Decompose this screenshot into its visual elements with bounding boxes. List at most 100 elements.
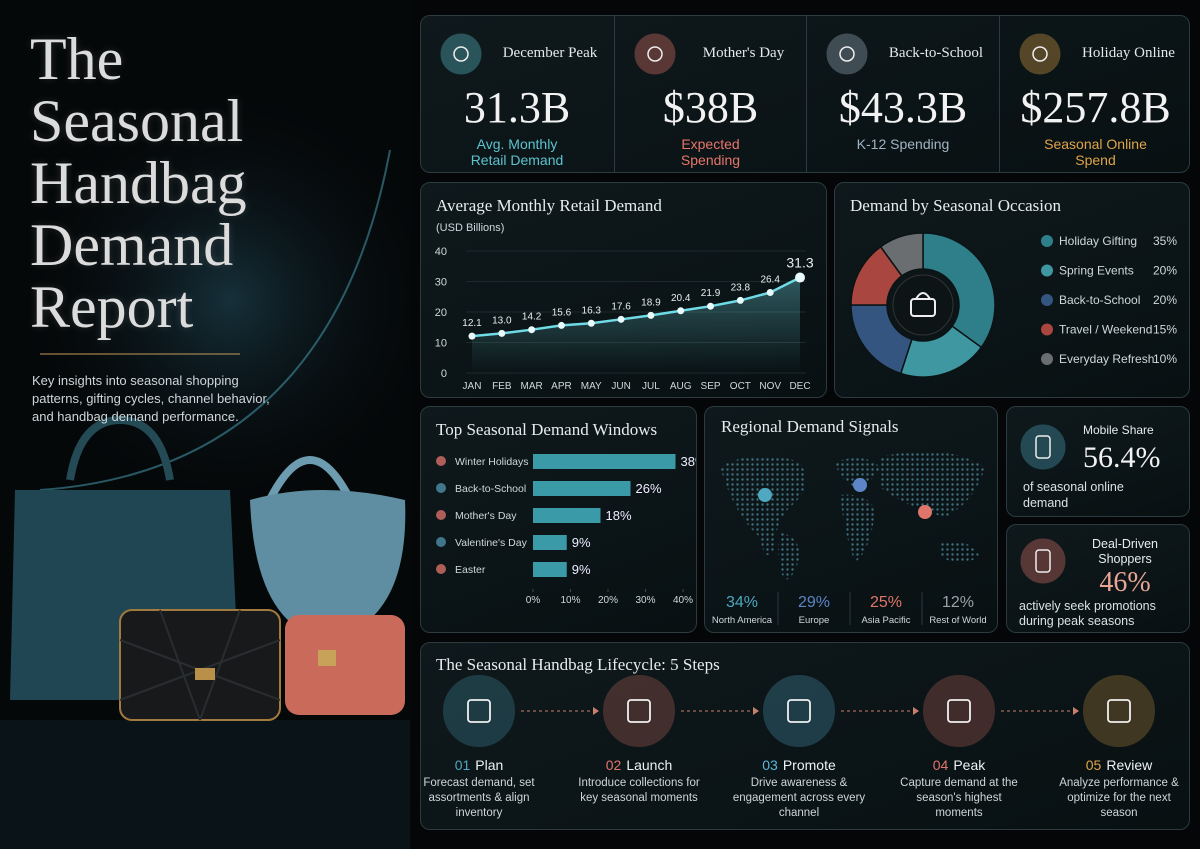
step-heading: 02 Launch <box>564 757 714 773</box>
lifecycle-panel: The Seasonal Handbag Lifecycle: 5 Steps … <box>420 642 1190 830</box>
continent <box>835 458 880 487</box>
point <box>766 288 774 296</box>
kpi-icon <box>826 33 868 75</box>
value-label: 38% <box>681 454 697 469</box>
step-name: Peak <box>953 757 986 773</box>
bag-hobo <box>250 490 406 640</box>
region-share: 34% <box>726 594 758 611</box>
continent <box>940 541 980 562</box>
x-tick-label: NOV <box>759 381 781 392</box>
point <box>736 296 744 304</box>
icon-circle <box>1019 33 1060 75</box>
bar <box>533 508 601 523</box>
bag-handle <box>66 415 174 481</box>
bar-panel: Top Seasonal Demand Windows 0% 10% 20% 30% 40… <box>420 406 707 633</box>
value-label: 18.9 <box>641 297 661 308</box>
step: 04 Peak Capture demand at the season's hig… <box>884 757 1034 821</box>
legend-label: Holiday Gifting <box>1059 234 1137 248</box>
category-label: Winter Holidays <box>455 456 529 468</box>
panel-title: The Seasonal Handbag Lifecycle: 5 Steps <box>436 655 720 674</box>
kpi-panel: December Peak 31.3B Avg. Monthly Retail De… <box>420 15 1190 173</box>
bar <box>533 481 631 496</box>
category-icon <box>436 537 446 547</box>
map: Regional Demand Signals 34% North America… <box>712 417 987 626</box>
x-tick-label: DEC <box>789 381 810 392</box>
region-name: Asia Pacific <box>861 615 910 626</box>
legend-value: 10% <box>1153 352 1177 366</box>
pin <box>918 505 932 519</box>
step-icon <box>1107 699 1131 723</box>
x-tick-label: APR <box>551 381 572 392</box>
step-name: Launch <box>626 757 673 773</box>
line-chart: Average Monthly Retail Demand (USD Billio… <box>435 196 814 392</box>
title: The Seasonal Handbag Demand Report <box>30 26 247 340</box>
step-name: Promote <box>782 757 836 773</box>
stat-panel: Deal-Driven Shoppers 46% actively seek pro… <box>1006 524 1190 633</box>
continent <box>778 532 800 580</box>
x-tick-label: MAY <box>581 381 602 392</box>
donut-slice <box>922 232 996 349</box>
continent <box>880 451 985 517</box>
region-share: 25% <box>870 594 902 611</box>
kpi: Holiday Online $257.8B Seasonal Online Spe… <box>998 16 1192 172</box>
stat-label: Mobile Share <box>1083 423 1154 437</box>
clasp <box>318 650 336 666</box>
point <box>528 326 536 334</box>
kpi: Mother's Day $38B Expected Spending <box>613 16 807 172</box>
x-tick-label: JAN <box>463 381 482 392</box>
bar <box>533 454 676 469</box>
kpi-value: $38B <box>662 83 759 132</box>
legend-swatch <box>1041 353 1053 365</box>
value-label: 20.4 <box>671 293 691 304</box>
step-heading: 04 Peak <box>884 757 1034 773</box>
donut-center <box>892 274 954 336</box>
floor <box>0 720 410 849</box>
legend-value: 20% <box>1153 264 1177 278</box>
region-name: North America <box>712 615 773 626</box>
legend-label: Spring Events <box>1059 264 1134 278</box>
x-tick-label: AUG <box>670 381 692 392</box>
step-text: Drive awareness & engagement across ever… <box>732 777 866 819</box>
stat-caption: actively seek promotions during peak sea… <box>1019 599 1156 628</box>
point <box>587 319 595 327</box>
point <box>498 329 506 337</box>
y-tick-label: 10 <box>435 338 447 350</box>
step-text: Forecast demand, set assortments & align… <box>423 777 535 819</box>
donut-chart: Demand by Seasonal Occasion Holiday Gifti… <box>850 196 1177 378</box>
continent <box>720 455 806 555</box>
line-area <box>472 277 800 373</box>
kpi: Back-to-School $43.3B K-12 Spending <box>806 16 999 172</box>
kpi-caption: K-12 Spending <box>856 136 950 152</box>
step-icon <box>947 699 971 723</box>
value-label: 26% <box>636 481 662 496</box>
value-label: 23.8 <box>731 282 751 293</box>
icon-dot <box>453 46 469 62</box>
step-icon <box>787 699 811 723</box>
legend-swatch <box>1041 323 1053 336</box>
kpi-label: December Peak <box>502 45 598 61</box>
stat-caption: of seasonal online demand <box>1023 480 1124 510</box>
chart-title: Average Monthly Retail Demand <box>436 196 662 215</box>
pin <box>853 478 867 492</box>
bar <box>533 562 567 577</box>
step-text: Introduce collections for key seasonal m… <box>578 777 700 804</box>
step-name: Plan <box>475 757 504 773</box>
map-panel: Regional Demand Signals 34% North America… <box>704 406 998 633</box>
donut-slice <box>879 232 924 277</box>
continent <box>840 494 875 562</box>
legend-swatch <box>1041 264 1053 277</box>
stat-panel: Mobile Share 56.4% of seasonal online dema… <box>1006 406 1190 517</box>
point <box>617 315 625 323</box>
step-heading: 03 Promote <box>724 757 874 773</box>
point <box>707 302 715 310</box>
value-label: 9% <box>572 535 591 550</box>
step-ring <box>603 675 675 747</box>
arc <box>39 149 391 491</box>
step-text: Analyze performance & optimize for the n… <box>1059 777 1179 819</box>
kpi-caption: Seasonal Online Spend <box>1044 136 1147 168</box>
kpi-caption: Avg. Monthly Retail Demand <box>470 136 564 168</box>
bag-quilted <box>119 609 281 721</box>
value-label: 9% <box>572 562 591 577</box>
x-tick-label: FEB <box>492 381 512 392</box>
category-icon <box>436 483 446 493</box>
